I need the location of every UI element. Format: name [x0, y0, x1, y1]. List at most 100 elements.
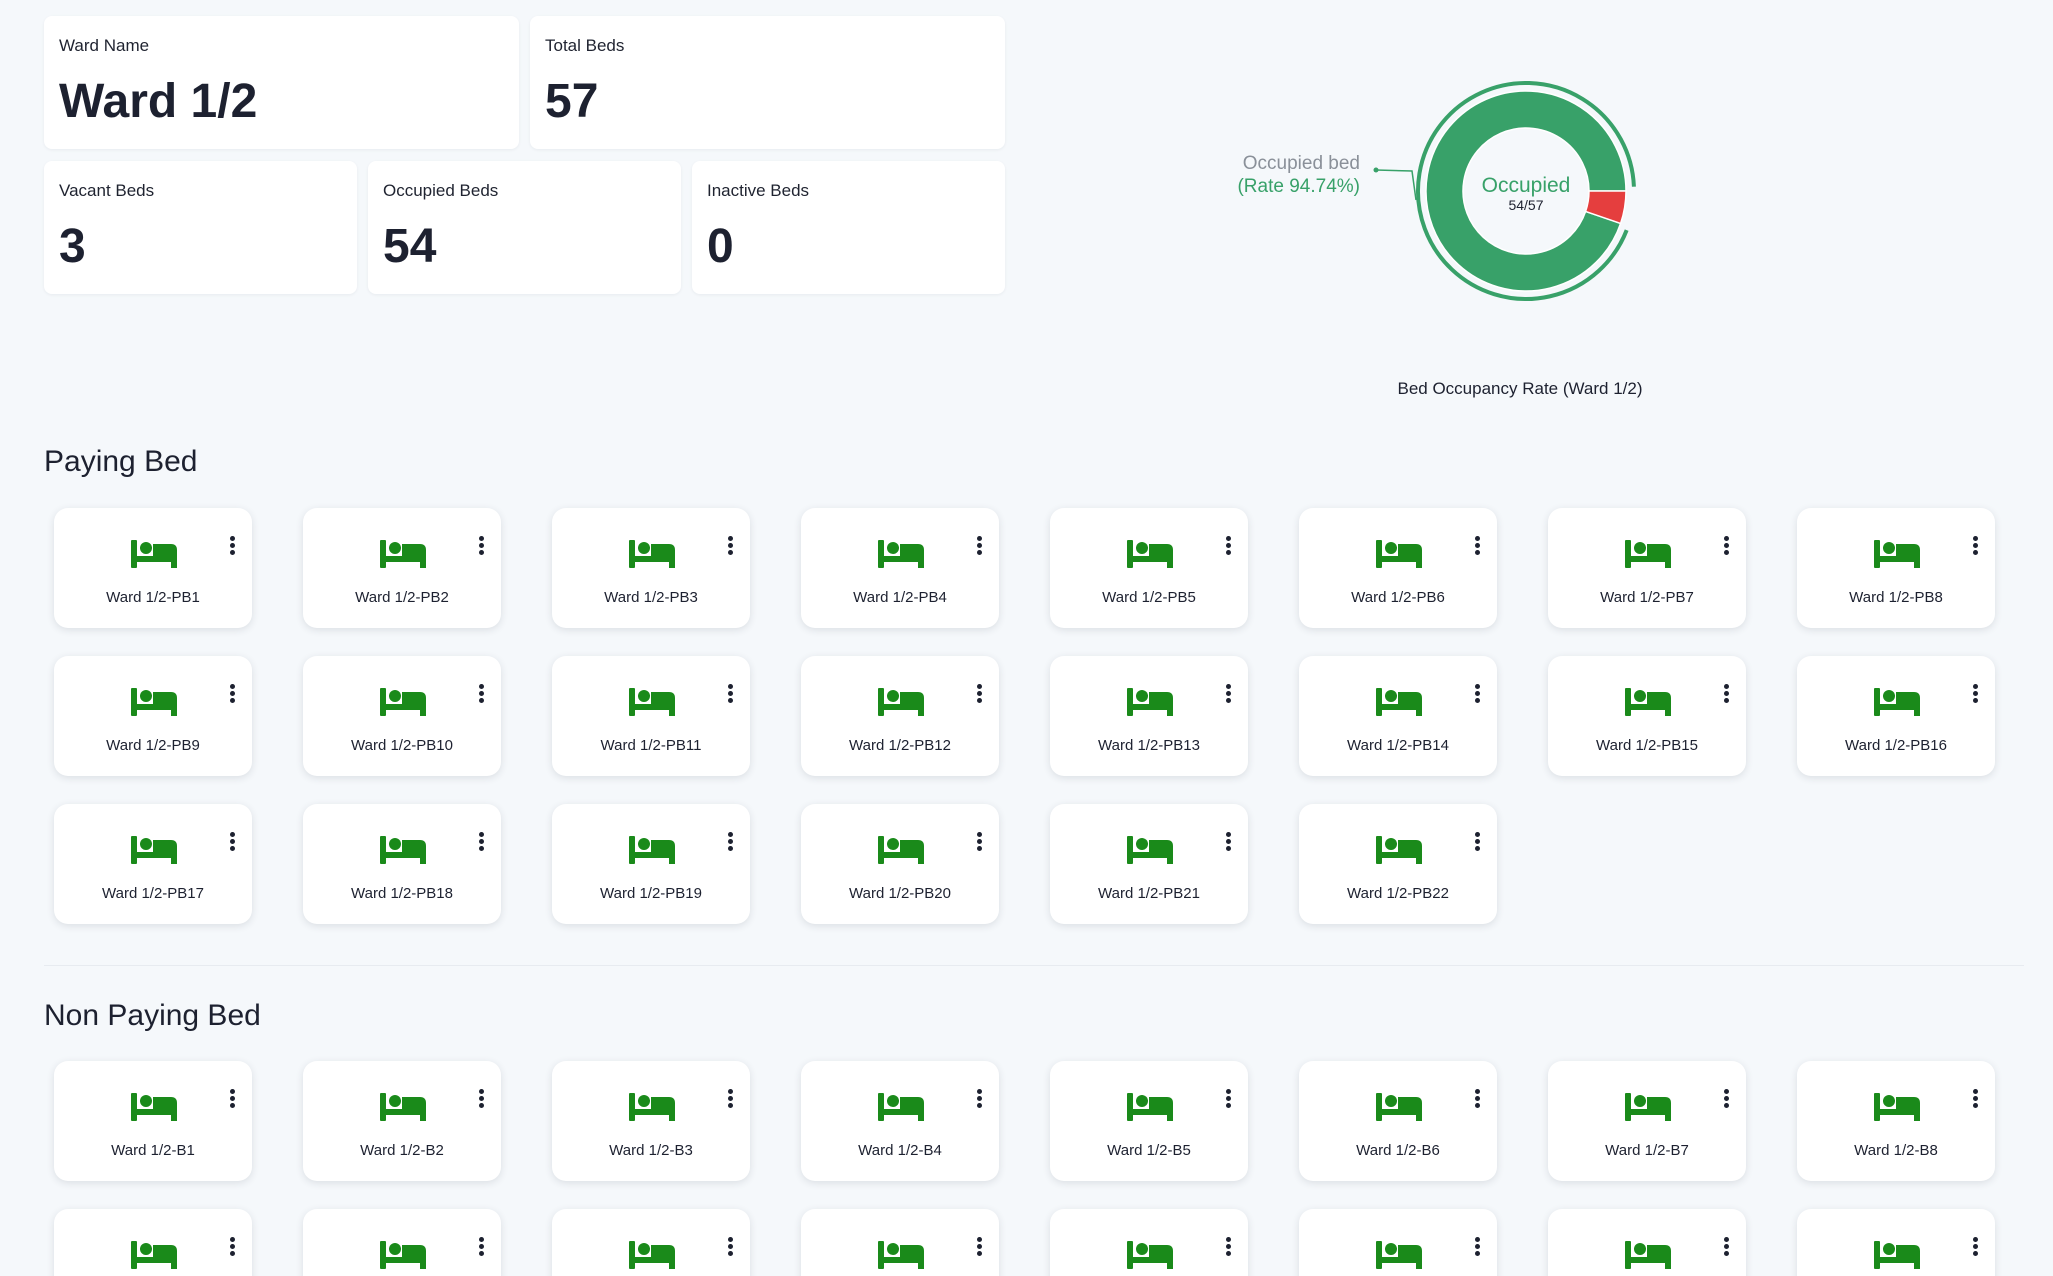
paying-bed-heading: Paying Bed	[44, 445, 198, 478]
bed-card[interactable]: Ward 1/2-B7	[1548, 1061, 1746, 1181]
more-options-icon[interactable]	[226, 536, 238, 556]
more-options-icon[interactable]	[1222, 1089, 1234, 1109]
more-options-icon[interactable]	[1222, 832, 1234, 852]
more-options-icon[interactable]	[724, 684, 736, 704]
more-options-icon[interactable]	[973, 536, 985, 556]
more-options-icon[interactable]	[1969, 536, 1981, 556]
bed-name: Ward 1/2-PB10	[351, 737, 453, 754]
bed-card[interactable]	[303, 1209, 501, 1276]
more-options-icon[interactable]	[226, 1089, 238, 1109]
bed-card[interactable]: Ward 1/2-PB3	[552, 508, 750, 628]
bed-icon	[131, 1241, 177, 1269]
bed-card[interactable]	[552, 1209, 750, 1276]
more-options-icon[interactable]	[475, 1089, 487, 1109]
bed-card[interactable]: Ward 1/2-PB2	[303, 508, 501, 628]
more-options-icon[interactable]	[1720, 1237, 1732, 1257]
bed-card[interactable]: Ward 1/2-B2	[303, 1061, 501, 1181]
bed-icon	[1127, 688, 1173, 716]
bed-card[interactable]: Ward 1/2-B5	[1050, 1061, 1248, 1181]
more-options-icon[interactable]	[1720, 684, 1732, 704]
bed-card[interactable]: Ward 1/2-B8	[1797, 1061, 1995, 1181]
bed-card[interactable]: Ward 1/2-PB12	[801, 656, 999, 776]
bed-card[interactable]: Ward 1/2-PB10	[303, 656, 501, 776]
bed-card[interactable]: Ward 1/2-PB17	[54, 804, 252, 924]
more-options-icon[interactable]	[973, 1089, 985, 1109]
donut-slice-vacant[interactable]	[1584, 190, 1627, 225]
more-options-icon[interactable]	[226, 1237, 238, 1257]
bed-card[interactable]: Ward 1/2-PB1	[54, 508, 252, 628]
more-options-icon[interactable]	[475, 1237, 487, 1257]
bed-card[interactable]	[54, 1209, 252, 1276]
bed-name: Ward 1/2-B1	[111, 1142, 195, 1159]
bed-icon	[380, 540, 426, 568]
more-options-icon[interactable]	[1222, 536, 1234, 556]
bed-card[interactable]	[801, 1209, 999, 1276]
bed-name: Ward 1/2-PB9	[106, 737, 200, 754]
donut-slice-occupied[interactable]	[1425, 90, 1627, 292]
bed-card[interactable]: Ward 1/2-PB7	[1548, 508, 1746, 628]
more-options-icon[interactable]	[1471, 1237, 1483, 1257]
more-options-icon[interactable]	[724, 832, 736, 852]
more-options-icon[interactable]	[973, 832, 985, 852]
callout-line	[1375, 169, 1417, 201]
bed-card[interactable]	[1797, 1209, 1995, 1276]
bed-card[interactable]: Ward 1/2-B1	[54, 1061, 252, 1181]
more-options-icon[interactable]	[475, 684, 487, 704]
more-options-icon[interactable]	[1969, 1237, 1981, 1257]
more-options-icon[interactable]	[1471, 1089, 1483, 1109]
bed-icon	[1874, 688, 1920, 716]
more-options-icon[interactable]	[1720, 536, 1732, 556]
more-options-icon[interactable]	[226, 684, 238, 704]
bed-card[interactable]: Ward 1/2-PB22	[1299, 804, 1497, 924]
bed-card[interactable]: Ward 1/2-B3	[552, 1061, 750, 1181]
more-options-icon[interactable]	[226, 832, 238, 852]
bed-card[interactable]: Ward 1/2-PB8	[1797, 508, 1995, 628]
bed-icon	[1127, 1241, 1173, 1269]
inactive-beds-card: Inactive Beds 0	[692, 161, 1005, 294]
occupied-beds-card: Occupied Beds 54	[368, 161, 681, 294]
more-options-icon[interactable]	[724, 536, 736, 556]
bed-card[interactable]: Ward 1/2-PB16	[1797, 656, 1995, 776]
bed-card[interactable]	[1299, 1209, 1497, 1276]
more-options-icon[interactable]	[1720, 1089, 1732, 1109]
bed-card[interactable]: Ward 1/2-B6	[1299, 1061, 1497, 1181]
bed-icon	[380, 688, 426, 716]
bed-card[interactable]: Ward 1/2-PB13	[1050, 656, 1248, 776]
more-options-icon[interactable]	[1222, 684, 1234, 704]
ward-name-card: Ward Name Ward 1/2	[44, 16, 519, 149]
more-options-icon[interactable]	[475, 536, 487, 556]
section-divider	[44, 965, 2024, 966]
more-options-icon[interactable]	[475, 832, 487, 852]
bed-icon	[1874, 1093, 1920, 1121]
bed-card[interactable]	[1050, 1209, 1248, 1276]
bed-icon	[131, 540, 177, 568]
bed-icon	[629, 1241, 675, 1269]
more-options-icon[interactable]	[973, 684, 985, 704]
more-options-icon[interactable]	[1471, 832, 1483, 852]
bed-card[interactable]: Ward 1/2-PB5	[1050, 508, 1248, 628]
bed-icon	[629, 836, 675, 864]
bed-card[interactable]: Ward 1/2-PB19	[552, 804, 750, 924]
more-options-icon[interactable]	[1471, 684, 1483, 704]
bed-card[interactable]: Ward 1/2-PB6	[1299, 508, 1497, 628]
more-options-icon[interactable]	[973, 1237, 985, 1257]
bed-icon	[878, 1093, 924, 1121]
more-options-icon[interactable]	[1471, 536, 1483, 556]
bed-card[interactable]: Ward 1/2-B4	[801, 1061, 999, 1181]
bed-card[interactable]: Ward 1/2-PB11	[552, 656, 750, 776]
bed-card[interactable]: Ward 1/2-PB9	[54, 656, 252, 776]
more-options-icon[interactable]	[1969, 684, 1981, 704]
bed-card[interactable]	[1548, 1209, 1746, 1276]
bed-card[interactable]: Ward 1/2-PB4	[801, 508, 999, 628]
more-options-icon[interactable]	[1969, 1089, 1981, 1109]
more-options-icon[interactable]	[1222, 1237, 1234, 1257]
bed-card[interactable]: Ward 1/2-PB15	[1548, 656, 1746, 776]
more-options-icon[interactable]	[724, 1237, 736, 1257]
bed-card[interactable]: Ward 1/2-PB21	[1050, 804, 1248, 924]
bed-card[interactable]: Ward 1/2-PB14	[1299, 656, 1497, 776]
more-options-icon[interactable]	[724, 1089, 736, 1109]
bed-name: Ward 1/2-PB18	[351, 885, 453, 902]
bed-card[interactable]: Ward 1/2-PB20	[801, 804, 999, 924]
bed-icon	[1376, 1093, 1422, 1121]
bed-card[interactable]: Ward 1/2-PB18	[303, 804, 501, 924]
